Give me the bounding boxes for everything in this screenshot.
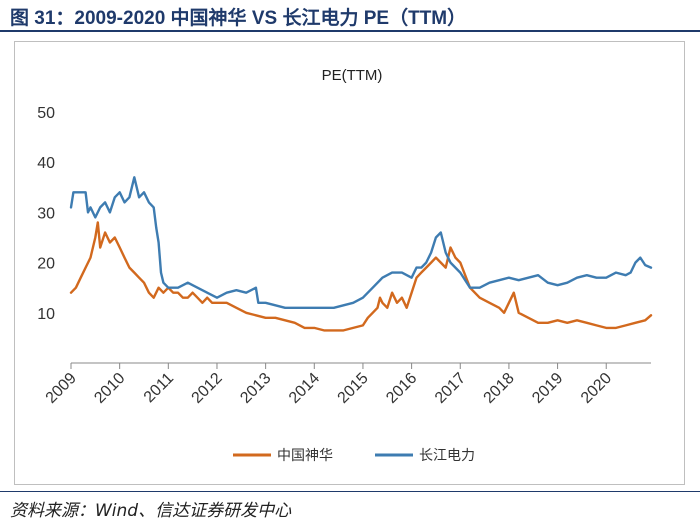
x-tick-label-2014: 2014 — [286, 370, 323, 407]
x-tick-label-2018: 2018 — [481, 370, 518, 407]
series-line-changjiang — [69, 176, 653, 309]
legend-label-shenhua: 中国神华 — [277, 448, 333, 464]
x-tick-label-2013: 2013 — [237, 370, 274, 407]
series-group — [69, 176, 653, 332]
x-tick-label-2016: 2016 — [383, 370, 420, 407]
x-axis: 2009 2010 2011 2012 2013 2014 2015 2016 2017 2018… — [43, 362, 651, 407]
x-tick-label-2010: 2010 — [91, 370, 128, 407]
x-tick-label-2012: 2012 — [189, 370, 226, 407]
y-tick-label-10: 10 — [37, 306, 55, 323]
x-tick-label-2009: 2009 — [43, 370, 80, 407]
y-axis: 10 20 30 40 50 — [37, 105, 55, 323]
x-tick-label-2019: 2019 — [529, 370, 566, 407]
legend-label-changjiang: 长江电力 — [419, 448, 475, 464]
chart-title: PE(TTM) — [322, 67, 383, 84]
series-line-shenhua — [69, 221, 653, 332]
y-tick-label-30: 30 — [37, 205, 55, 222]
bottom-rule — [0, 491, 700, 492]
y-tick-label-50: 50 — [37, 105, 55, 122]
y-tick-label-20: 20 — [37, 256, 55, 273]
source-note: 资料来源：Wind、信达证券研发中心 — [10, 501, 292, 521]
chart-frame: 10 20 30 40 50 2009 2010 2011 2012 2013 2014 2015 2… — [14, 41, 685, 485]
x-tick-label-2011: 2011 — [141, 370, 177, 406]
x-tick-label-2017: 2017 — [432, 370, 469, 407]
title-rule — [0, 30, 700, 32]
figure-title: 图 31：2009-2020 中国神华 VS 长江电力 PE（TTM） — [10, 8, 467, 29]
x-tick-label-2015: 2015 — [335, 370, 372, 407]
y-tick-label-40: 40 — [37, 155, 55, 172]
legend: 中国神华 长江电力 — [233, 448, 475, 464]
x-tick-label-2020: 2020 — [578, 370, 615, 407]
